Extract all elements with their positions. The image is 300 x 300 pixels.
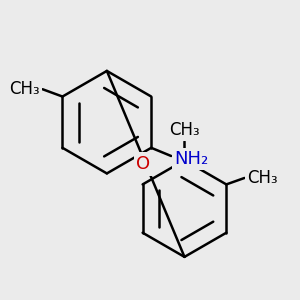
- Text: NH₂: NH₂: [174, 150, 208, 168]
- Text: O: O: [136, 155, 150, 173]
- Text: CH₃: CH₃: [247, 169, 278, 187]
- Text: CH₃: CH₃: [10, 80, 40, 98]
- Text: CH₃: CH₃: [169, 121, 200, 139]
